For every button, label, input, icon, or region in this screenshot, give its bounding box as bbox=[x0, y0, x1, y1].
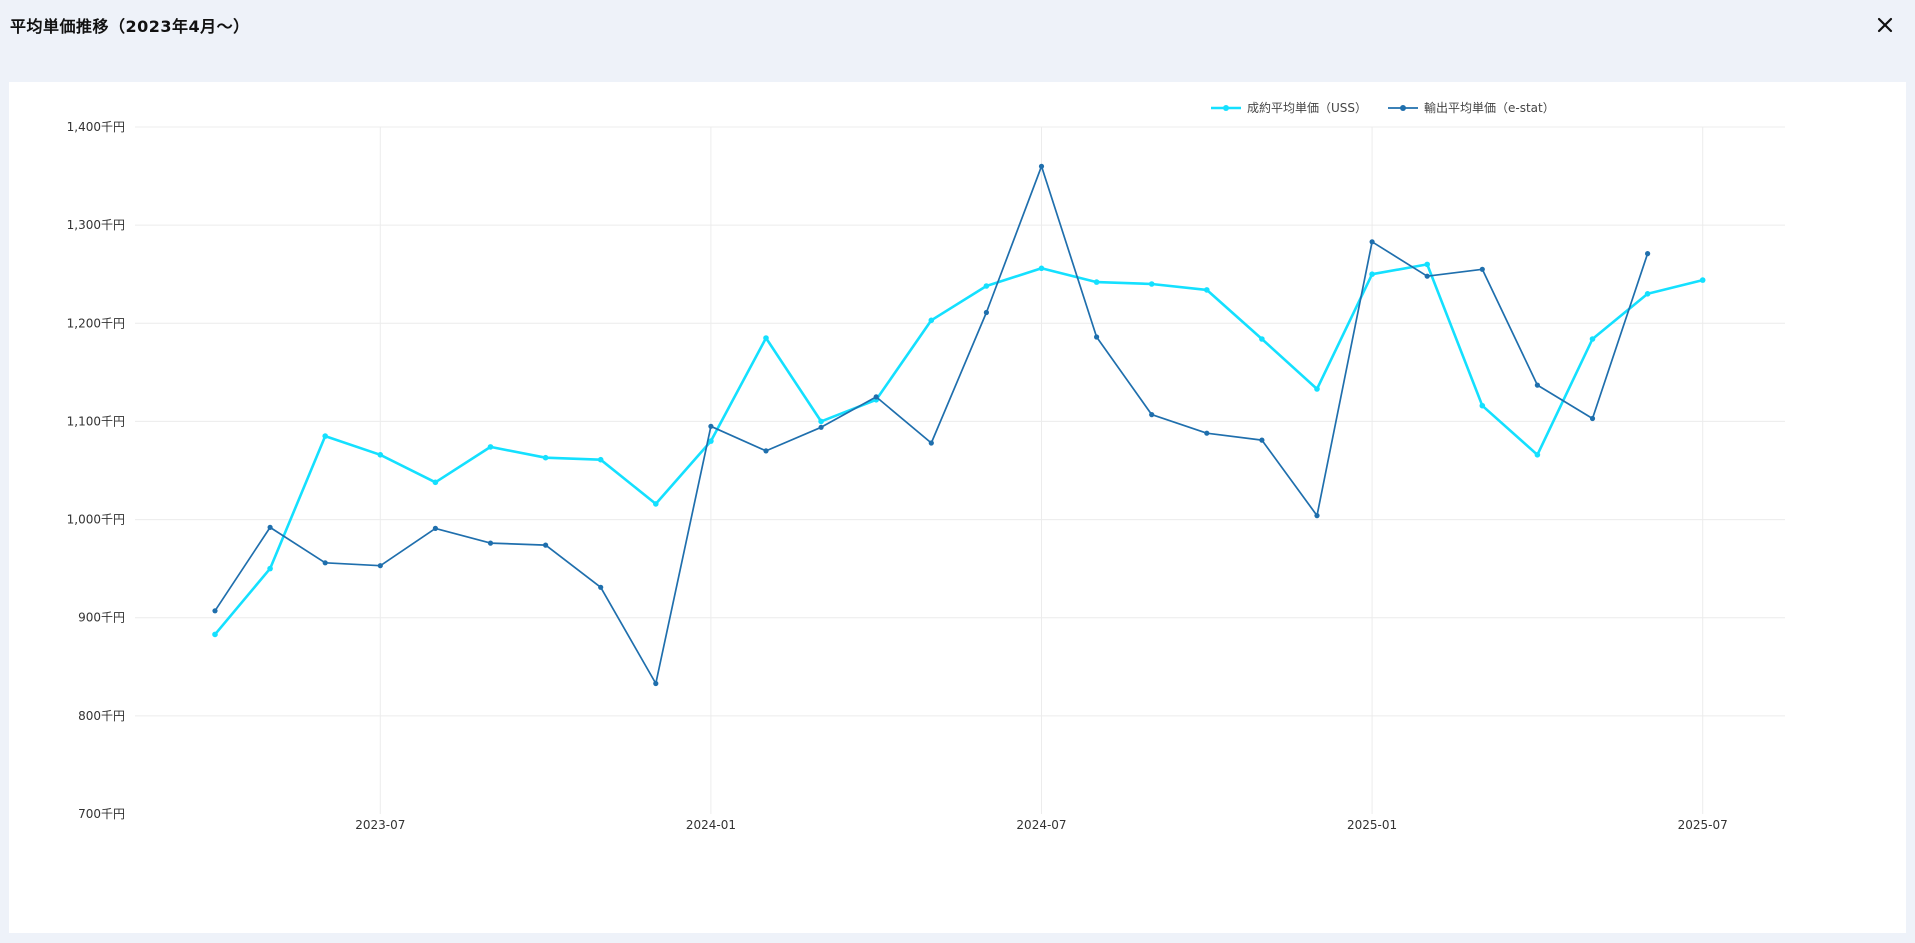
data-point[interactable] bbox=[1369, 239, 1375, 245]
data-point[interactable] bbox=[708, 423, 714, 429]
data-point[interactable] bbox=[1534, 382, 1540, 388]
data-point[interactable] bbox=[543, 542, 549, 548]
y-tick-label: 1,300千円 bbox=[67, 218, 125, 232]
data-point[interactable] bbox=[487, 444, 494, 450]
data-point[interactable] bbox=[1534, 452, 1541, 458]
data-point[interactable] bbox=[1424, 261, 1430, 268]
data-point[interactable] bbox=[1094, 334, 1100, 340]
y-tick-label: 1,400千円 bbox=[67, 120, 125, 134]
data-point[interactable] bbox=[1645, 251, 1651, 257]
series-line bbox=[214, 165, 1649, 685]
series-1 bbox=[212, 163, 1651, 687]
data-point[interactable] bbox=[928, 317, 935, 324]
chart-panel: 700千円 800千円 900千円 1,000千円 1,100千円 1,200千円 1,30… bbox=[9, 82, 1906, 933]
data-point[interactable] bbox=[432, 525, 438, 531]
y-tick-label: 1,000千円 bbox=[67, 513, 125, 527]
x-tick-label: 2024-01 bbox=[686, 818, 736, 832]
data-point[interactable] bbox=[1314, 513, 1320, 519]
data-point[interactable] bbox=[212, 608, 218, 614]
y-tick-label: 1,200千円 bbox=[67, 316, 125, 330]
data-point[interactable] bbox=[983, 283, 990, 289]
data-point[interactable] bbox=[432, 479, 439, 486]
dialog-title: 平均単価推移（2023年4月〜） bbox=[10, 17, 250, 36]
data-point[interactable] bbox=[1038, 265, 1045, 272]
data-point[interactable] bbox=[1369, 271, 1375, 277]
y-tick-label: 1,100千円 bbox=[67, 414, 125, 428]
dialog-header: 平均単価推移（2023年4月〜） bbox=[0, 0, 1915, 82]
legend-swatch-marker bbox=[1223, 105, 1229, 111]
data-point[interactable] bbox=[1204, 287, 1210, 293]
data-point[interactable] bbox=[1148, 281, 1155, 287]
close-icon bbox=[1877, 17, 1893, 33]
data-point[interactable] bbox=[1204, 430, 1210, 436]
data-point[interactable] bbox=[818, 418, 824, 425]
data-point[interactable] bbox=[1038, 163, 1045, 169]
series-line bbox=[214, 263, 1704, 636]
data-point[interactable] bbox=[322, 560, 328, 566]
y-tick-label: 800千円 bbox=[78, 709, 125, 723]
x-tick-label: 2025-07 bbox=[1678, 818, 1728, 832]
data-point[interactable] bbox=[763, 448, 769, 454]
data-point[interactable] bbox=[1093, 279, 1100, 285]
y-axis: 700千円 800千円 900千円 1,000千円 1,100千円 1,200千円 1,30… bbox=[67, 120, 125, 821]
data-point[interactable] bbox=[1644, 291, 1651, 297]
line-chart: 700千円 800千円 900千円 1,000千円 1,100千円 1,200千円 1,30… bbox=[67, 100, 1785, 832]
data-point[interactable] bbox=[653, 501, 659, 507]
data-point[interactable] bbox=[1699, 277, 1706, 283]
data-point[interactable] bbox=[983, 309, 990, 316]
data-point[interactable] bbox=[598, 584, 604, 590]
data-point[interactable] bbox=[818, 424, 824, 430]
data-point[interactable] bbox=[597, 456, 604, 463]
data-point[interactable] bbox=[1589, 336, 1596, 342]
close-button[interactable] bbox=[1873, 13, 1897, 37]
legend-swatch-marker bbox=[1400, 105, 1406, 111]
data-point[interactable] bbox=[487, 540, 494, 546]
legend-item-1[interactable]: 輸出平均単価（e-stat） bbox=[1388, 100, 1555, 115]
x-axis: 2023-07 2024-01 2024-07 2025-01 2025-07 bbox=[355, 818, 1728, 832]
legend-label: 成約平均単価（USS） bbox=[1247, 100, 1367, 115]
series-lines bbox=[212, 163, 1706, 687]
data-point[interactable] bbox=[1589, 415, 1596, 422]
data-point[interactable] bbox=[542, 454, 549, 461]
data-point[interactable] bbox=[1424, 273, 1430, 279]
data-point[interactable] bbox=[653, 680, 659, 687]
data-point[interactable] bbox=[267, 524, 273, 530]
x-tick-label: 2024-07 bbox=[1016, 818, 1066, 832]
data-point[interactable] bbox=[763, 335, 769, 341]
data-point[interactable] bbox=[1259, 437, 1265, 443]
legend[interactable]: 成約平均単価（USS） 輸出平均単価（e-stat） bbox=[1211, 100, 1555, 115]
data-point[interactable] bbox=[873, 394, 879, 400]
legend-label: 輸出平均単価（e-stat） bbox=[1424, 100, 1555, 115]
data-point[interactable] bbox=[928, 440, 934, 446]
grid-lines bbox=[135, 126, 1785, 814]
data-point[interactable] bbox=[1479, 402, 1486, 409]
data-point[interactable] bbox=[377, 452, 384, 458]
data-point[interactable] bbox=[1149, 412, 1155, 418]
data-point[interactable] bbox=[708, 438, 714, 444]
data-point[interactable] bbox=[1314, 386, 1320, 392]
legend-item-0[interactable]: 成約平均単価（USS） bbox=[1211, 100, 1367, 115]
data-point[interactable] bbox=[267, 565, 273, 572]
data-point[interactable] bbox=[1259, 336, 1265, 342]
data-point[interactable] bbox=[212, 631, 218, 638]
x-tick-label: 2023-07 bbox=[355, 818, 405, 832]
y-tick-label: 700千円 bbox=[78, 807, 125, 821]
y-tick-label: 900千円 bbox=[78, 611, 125, 625]
data-point[interactable] bbox=[377, 563, 383, 569]
series-0 bbox=[212, 261, 1706, 638]
data-point[interactable] bbox=[1479, 266, 1485, 272]
data-point[interactable] bbox=[322, 433, 329, 439]
x-tick-label: 2025-01 bbox=[1347, 818, 1397, 832]
